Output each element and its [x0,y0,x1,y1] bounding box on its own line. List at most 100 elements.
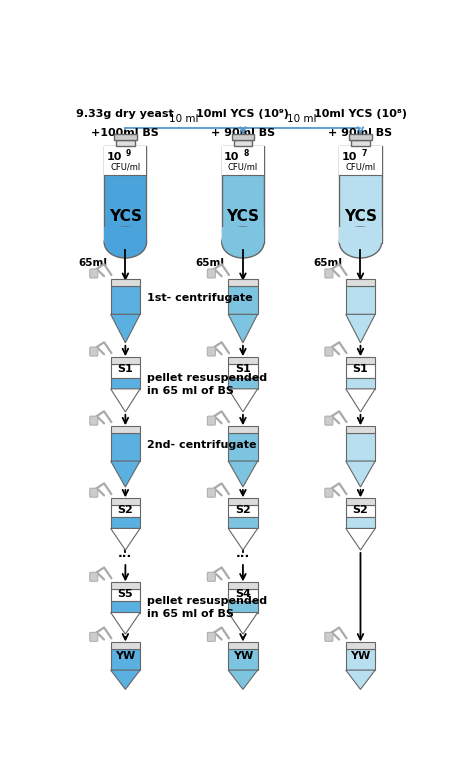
Polygon shape [346,528,375,550]
Bar [110,601,140,612]
Text: 7: 7 [361,149,366,158]
Bar [234,140,252,147]
Text: 10ml YCS (10⁸): 10ml YCS (10⁸) [314,108,407,119]
FancyBboxPatch shape [207,347,215,356]
Bar [339,147,382,176]
Text: 10: 10 [341,152,357,162]
Text: 1st- centrifugate: 1st- centrifugate [147,292,253,303]
Polygon shape [110,612,140,634]
Bar [104,147,146,243]
Bar [346,505,375,516]
Polygon shape [228,389,258,412]
Bar [228,433,258,461]
Bar [110,498,140,505]
Bar [110,505,140,516]
Text: CFU/ml: CFU/ml [110,163,140,172]
FancyBboxPatch shape [207,573,215,581]
Bar [228,582,258,589]
FancyBboxPatch shape [325,416,333,425]
FancyBboxPatch shape [90,633,98,641]
Bar [346,285,375,314]
Text: 9: 9 [126,149,131,158]
Text: S2: S2 [353,505,368,515]
Bar [110,649,140,670]
Bar [346,516,375,528]
FancyBboxPatch shape [325,488,333,497]
Text: S2: S2 [118,505,133,515]
Text: 65ml: 65ml [196,258,225,268]
Bar [104,147,146,176]
Bar [110,516,140,528]
Bar [110,642,140,649]
Bar [346,498,375,505]
Bar [110,378,140,389]
FancyBboxPatch shape [207,269,215,278]
FancyBboxPatch shape [325,633,333,641]
Bar [231,134,255,140]
Polygon shape [228,670,258,690]
Polygon shape [346,314,375,343]
Text: pellet resuspended
in 65 ml of BS: pellet resuspended in 65 ml of BS [147,374,267,396]
Bar [346,426,375,433]
FancyBboxPatch shape [90,573,98,581]
Bar [222,147,264,176]
Bar [228,589,258,601]
Text: 10 ml: 10 ml [169,114,199,123]
Bar [349,134,372,140]
Text: + 90ml BS: + 90ml BS [211,128,275,138]
Bar [346,278,375,285]
Polygon shape [346,461,375,487]
Text: ...: ... [118,547,133,559]
Bar [228,601,258,612]
Text: ...: ... [236,547,250,559]
Polygon shape [110,528,140,550]
Ellipse shape [222,227,264,258]
Text: S5: S5 [118,589,133,599]
Bar [346,642,375,649]
Text: pellet resuspended
in 65 ml of BS: pellet resuspended in 65 ml of BS [147,595,267,619]
Text: S1: S1 [235,364,251,374]
Text: 10 ml: 10 ml [287,114,317,123]
Text: S2: S2 [235,505,251,515]
Bar [346,433,375,461]
Bar [228,516,258,528]
Bar [228,356,258,363]
Text: YCS: YCS [344,209,377,224]
Bar [228,378,258,389]
Bar [110,363,140,378]
Bar [228,642,258,649]
Bar [339,227,382,243]
Bar [346,649,375,670]
Bar [110,356,140,363]
Bar [346,363,375,378]
Bar [114,134,137,140]
Polygon shape [110,389,140,412]
Polygon shape [346,670,375,690]
Bar [228,363,258,378]
Bar [116,140,135,147]
Text: 2nd- centrifugate: 2nd- centrifugate [147,440,257,450]
Text: 10ml YCS (10⁹): 10ml YCS (10⁹) [197,108,289,119]
Text: S1: S1 [353,364,368,374]
Bar [228,426,258,433]
FancyBboxPatch shape [90,488,98,497]
Text: 65ml: 65ml [313,258,342,268]
Bar [346,378,375,389]
Bar [110,433,140,461]
FancyBboxPatch shape [90,416,98,425]
Text: 10: 10 [224,152,239,162]
Text: 9.33g dry yeast: 9.33g dry yeast [76,108,174,119]
Ellipse shape [104,227,146,258]
Text: CFU/ml: CFU/ml [346,163,375,172]
Text: YW: YW [350,651,371,661]
Bar [228,505,258,516]
Bar [346,356,375,363]
FancyBboxPatch shape [325,347,333,356]
FancyBboxPatch shape [325,269,333,278]
FancyBboxPatch shape [207,416,215,425]
Bar [228,498,258,505]
Text: 10: 10 [106,152,122,162]
FancyBboxPatch shape [207,488,215,497]
Polygon shape [228,528,258,550]
Text: + 90ml BS: + 90ml BS [328,128,392,138]
